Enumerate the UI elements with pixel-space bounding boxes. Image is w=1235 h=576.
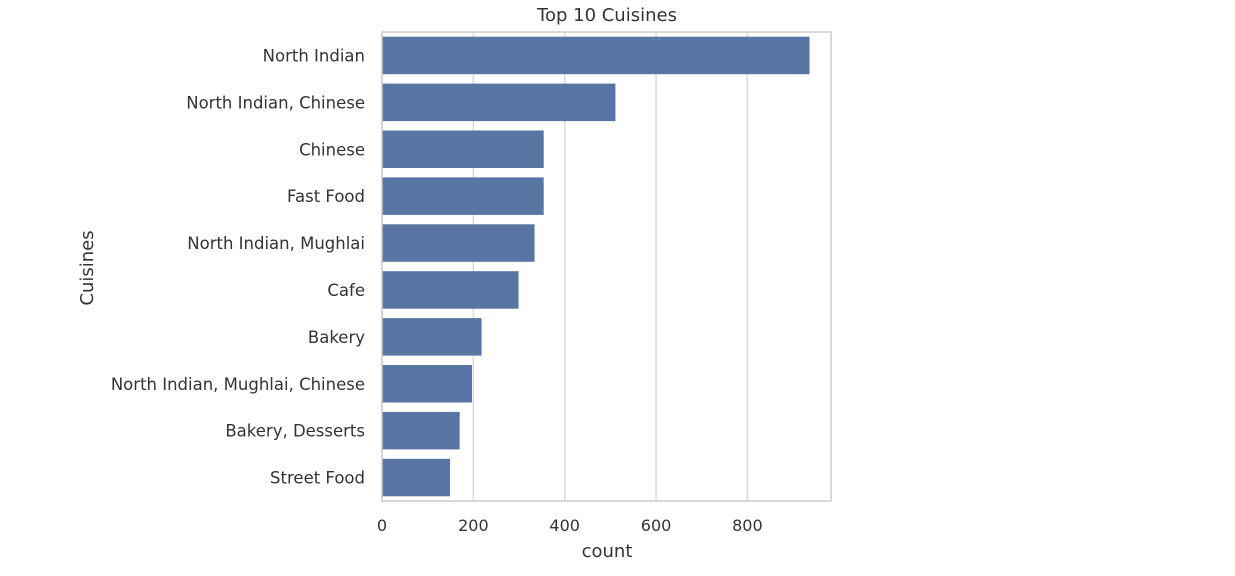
bar — [382, 83, 616, 122]
x-tick-label: 0 — [377, 516, 387, 535]
x-tick-label: 600 — [641, 516, 672, 535]
y-tick-label: Street Food — [270, 469, 365, 488]
y-axis-title: Cuisines — [77, 230, 98, 305]
bar — [382, 364, 472, 403]
x-axis-title: count — [582, 541, 633, 562]
bars — [382, 36, 810, 497]
bar — [382, 318, 482, 356]
plot-frame — [381, 31, 832, 502]
y-tick-label: Cafe — [327, 281, 365, 300]
y-tick-label: Bakery — [308, 328, 365, 347]
y-tick-label: Chinese — [299, 140, 365, 159]
bar — [382, 177, 544, 215]
bar — [382, 411, 460, 450]
y-tick-label: Fast Food — [287, 187, 365, 206]
x-tick-label: 800 — [732, 516, 763, 535]
bar — [382, 36, 810, 75]
y-tick-label: North Indian, Chinese — [186, 93, 365, 112]
x-tick-label: 200 — [458, 516, 489, 535]
x-tick-label: 400 — [549, 516, 580, 535]
bar — [382, 458, 451, 497]
y-tick-label: North Indian, Mughlai — [187, 234, 365, 253]
y-tick-labels: North Indian North Indian, Chinese Chinese… — [111, 46, 365, 487]
y-tick-label: North Indian — [263, 46, 365, 65]
bar — [382, 271, 519, 309]
y-tick-label: Bakery, Desserts — [225, 422, 365, 441]
bar — [382, 224, 535, 262]
chart-title: Top 10 Cuisines — [536, 5, 677, 26]
y-tick-label: North Indian, Mughlai, Chinese — [111, 375, 365, 394]
bar — [382, 130, 544, 169]
x-tick-labels: 0 200 400 600 800 — [377, 516, 763, 535]
